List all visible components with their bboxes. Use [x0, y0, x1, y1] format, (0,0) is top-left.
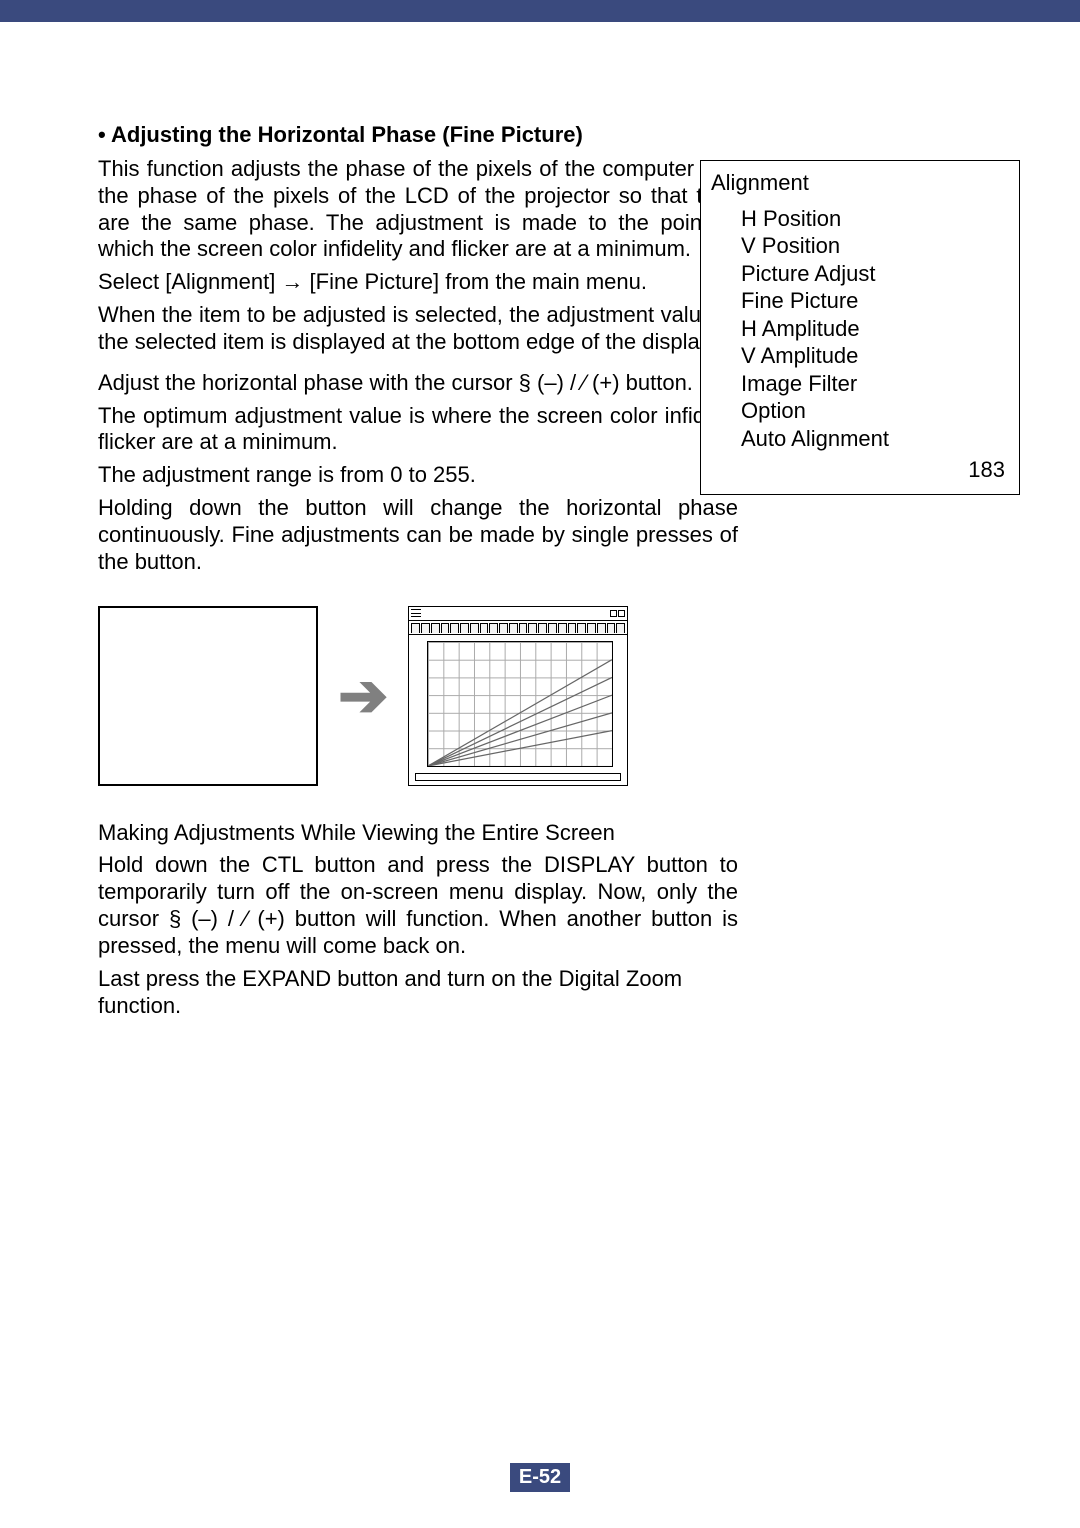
menu-item[interactable]: Auto Alignment	[741, 425, 1009, 453]
status-bar	[415, 773, 621, 781]
menu-title: Alignment	[711, 169, 1009, 197]
para: Adjust the horizontal phase with the cur…	[98, 370, 788, 397]
menu-item[interactable]: Fine Picture	[741, 287, 1009, 315]
para: Last press the EXPAND button and turn on…	[98, 966, 738, 1020]
making-adjustments-block: Making Adjustments While Viewing the Ent…	[98, 820, 738, 1020]
figures-row: ➔	[98, 606, 1020, 786]
para: Select [Alignment] → [Fine Picture] from…	[98, 269, 738, 296]
graph-area	[427, 641, 613, 767]
para: Hold down the CTL button and press the D…	[98, 852, 738, 959]
menu-item[interactable]: V Position	[741, 232, 1009, 260]
figure-blank-screen	[98, 606, 318, 786]
menu-item[interactable]: Option	[741, 397, 1009, 425]
body-text-block-2: Adjust the horizontal phase with the cur…	[98, 370, 788, 576]
rising-lines	[428, 642, 612, 766]
menu-item[interactable]: Picture Adjust	[741, 260, 1009, 288]
page-number: E-52	[510, 1463, 570, 1492]
para: The adjustment range is from 0 to 255.	[98, 462, 788, 489]
window-buttons	[610, 610, 625, 617]
menu-items: H Position V Position Picture Adjust Fin…	[711, 205, 1009, 453]
para: The optimum adjustment value is where th…	[98, 403, 788, 457]
para: This function adjusts the phase of the p…	[98, 156, 738, 263]
top-bar	[0, 0, 1080, 22]
menu-value: 183	[711, 456, 1009, 484]
body-text-block-1: This function adjusts the phase of the p…	[98, 156, 738, 356]
alignment-menu: Alignment H Position V Position Picture …	[700, 160, 1020, 495]
menu-item[interactable]: H Position	[741, 205, 1009, 233]
figure-window	[408, 606, 628, 786]
arrow-icon: ➔	[338, 661, 388, 731]
window-titlebar	[409, 607, 627, 621]
tabs-row	[409, 621, 627, 635]
hamburger-icon	[411, 609, 421, 617]
menu-item[interactable]: H Amplitude	[741, 315, 1009, 343]
para: Holding down the button will change the …	[98, 495, 738, 575]
section-title: • Adjusting the Horizontal Phase (Fine P…	[98, 122, 1020, 148]
subtitle: Making Adjustments While Viewing the Ent…	[98, 820, 738, 847]
para: When the item to be adjusted is selected…	[98, 302, 738, 356]
menu-item[interactable]: Image Filter	[741, 370, 1009, 398]
menu-item[interactable]: V Amplitude	[741, 342, 1009, 370]
